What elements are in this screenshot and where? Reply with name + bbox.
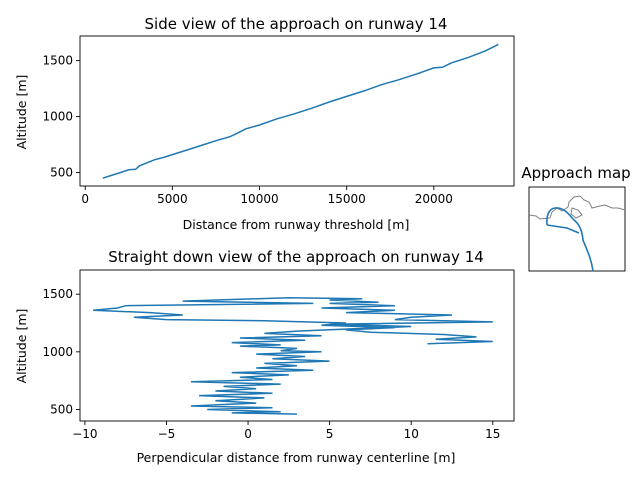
y-tick-label: 500 bbox=[50, 402, 73, 416]
x-axis-label: Distance from runway threshold [m] bbox=[183, 217, 410, 232]
y-tick-label: 1000 bbox=[42, 345, 73, 359]
x-tick-label: 15000 bbox=[328, 192, 366, 206]
chart-side-view: Side view of the approach on runway 14 0… bbox=[14, 15, 515, 232]
y-axis-label: Altitude [m] bbox=[14, 75, 29, 150]
x-tick-label: 15 bbox=[485, 427, 500, 441]
y-tick-label: 1500 bbox=[42, 54, 73, 68]
y-axis-label: Altitude [m] bbox=[14, 309, 29, 384]
approach-map-inset: Approach map bbox=[521, 164, 631, 272]
x-axis-label: Perpendicular distance from runway cente… bbox=[137, 450, 456, 465]
series-line bbox=[93, 296, 493, 415]
coastline bbox=[528, 195, 626, 220]
series-line bbox=[102, 43, 499, 179]
approach-track bbox=[546, 207, 594, 272]
y-tick-label: 500 bbox=[50, 166, 73, 180]
x-tick-label: −5 bbox=[158, 427, 176, 441]
y-tick-label: 1500 bbox=[42, 287, 73, 301]
plot-area bbox=[79, 269, 515, 422]
chart-down-view: Straight down view of the approach on ru… bbox=[14, 248, 515, 465]
x-tick-label: 10 bbox=[404, 427, 419, 441]
x-tick-label: 20000 bbox=[415, 192, 453, 206]
x-tick-label: 10000 bbox=[240, 192, 278, 206]
y-tick-label: 1000 bbox=[42, 110, 73, 124]
chart-title: Side view of the approach on runway 14 bbox=[145, 15, 448, 33]
x-tick-label: 0 bbox=[244, 427, 252, 441]
x-tick-label: 5000 bbox=[157, 192, 188, 206]
chart-title: Straight down view of the approach on ru… bbox=[108, 248, 484, 266]
approach-track bbox=[546, 224, 580, 234]
inset-title: Approach map bbox=[521, 164, 630, 182]
x-tick-label: 0 bbox=[81, 192, 89, 206]
x-tick-label: 5 bbox=[326, 427, 334, 441]
inset-frame bbox=[528, 186, 626, 272]
plot-area bbox=[79, 35, 515, 187]
x-tick-label: −10 bbox=[72, 427, 97, 441]
